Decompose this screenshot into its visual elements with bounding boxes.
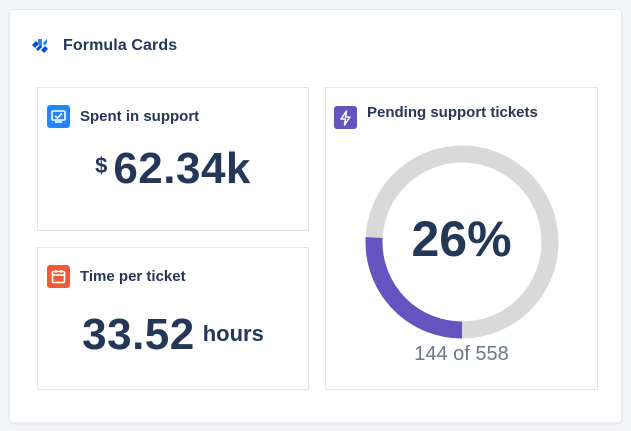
card-header: Time per ticket [47,265,186,288]
time-value: 33.52 hours [38,310,308,360]
time-unit: hours [202,321,264,346]
lightning-icon [334,106,357,129]
pending-support-tickets-card[interactable]: Pending support tickets 26% 144 of 558 [325,87,598,390]
card-header: Pending support tickets [334,104,538,129]
donut-fill [365,145,559,339]
spent-value: $62.34k [38,144,308,194]
spent-amount: 62.34k [113,144,251,193]
card-label: Pending support tickets [367,104,538,121]
count-label: 144 of 558 [414,343,509,365]
progress-donut [365,145,559,339]
time-per-ticket-card[interactable]: Time per ticket 33.52 hours [37,247,309,390]
monitor-icon [47,105,70,128]
formula-cards-panel: Formula Cards Spent in support $62.34k [9,9,622,423]
calendar-icon [47,265,70,288]
card-label: Time per ticket [80,268,186,285]
panel-title: Formula Cards [63,37,178,54]
panel-header: Formula Cards [30,34,177,58]
time-amount: 33.52 [82,310,195,359]
card-header: Spent in support [47,105,199,128]
formula-cards-logo-icon [30,36,50,56]
percent-label: 26% [411,211,512,267]
card-label: Spent in support [80,108,200,125]
spent-in-support-card[interactable]: Spent in support $62.34k [37,87,309,231]
currency-symbol: $ [95,153,108,178]
